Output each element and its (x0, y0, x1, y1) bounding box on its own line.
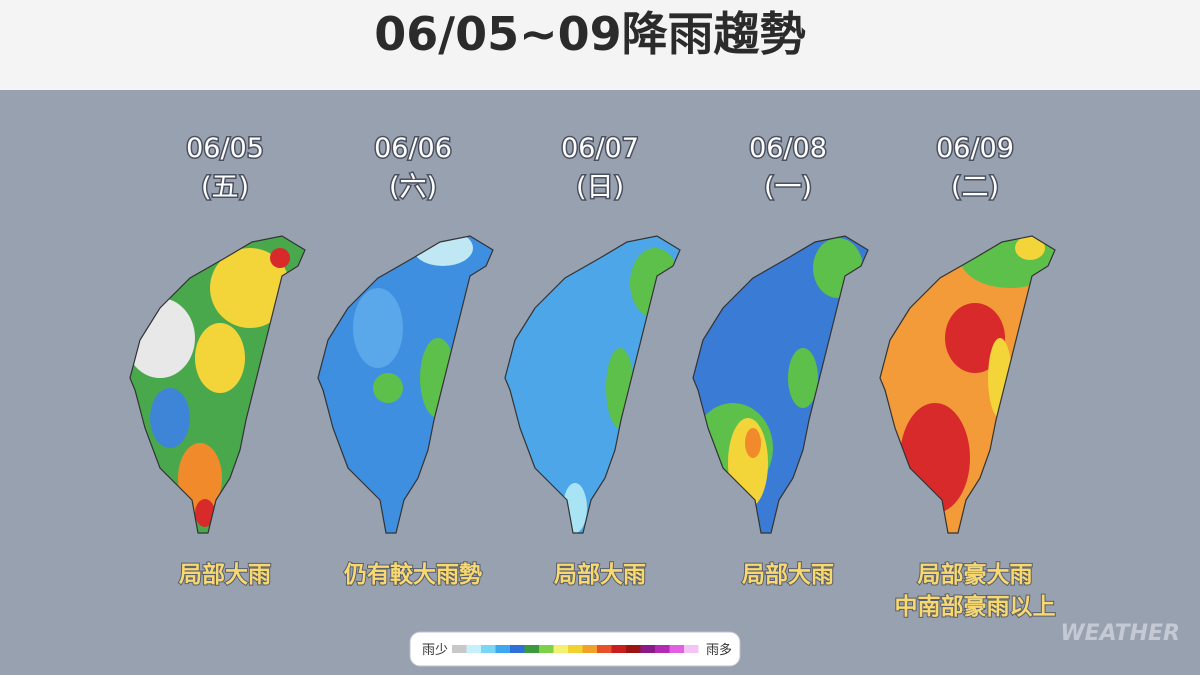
title: 06/05~09降雨趨勢 (374, 7, 805, 61)
weekday: (六) (389, 172, 437, 203)
legend-low: 雨少 (422, 643, 448, 658)
caption: 局部大雨 (742, 561, 834, 588)
weekday: (日) (576, 172, 624, 203)
caption: 局部豪大雨 (918, 561, 1033, 588)
weekday: (五) (201, 172, 249, 203)
panel-labels: 06/05 (五) 局部大雨 06/06 (六) 仍有較大雨勢 06/07 (日) 局部大雨 06… (178, 132, 1057, 622)
legend-swatch (597, 645, 612, 653)
watermark: WEATHER (1060, 621, 1180, 646)
legend-swatch (640, 645, 655, 653)
map (879, 235, 1056, 534)
legend-swatch (452, 645, 467, 653)
legend-swatch (684, 645, 699, 653)
legend-swatch (553, 645, 568, 653)
legend-swatch (655, 645, 670, 653)
caption: 局部大雨 (554, 561, 646, 588)
map (317, 235, 494, 534)
legend-swatch (626, 645, 641, 653)
legend-swatch (669, 645, 684, 653)
date: 06/05 (186, 133, 264, 164)
legend-swatch (524, 645, 539, 653)
map (504, 235, 681, 534)
legend-high: 雨多 (706, 642, 732, 658)
date: 06/09 (936, 133, 1014, 164)
legend-swatch (466, 645, 481, 653)
date: 06/08 (749, 133, 827, 164)
legend-swatch (568, 645, 583, 653)
header-band (0, 0, 1200, 90)
weekday: (一) (764, 172, 812, 203)
caption: 仍有較大雨勢 (344, 561, 482, 588)
legend-swatch (481, 645, 496, 653)
legend-swatch (495, 645, 510, 653)
legend-swatch (582, 645, 597, 653)
caption: 中南部豪雨以上 (895, 593, 1056, 620)
legend-swatch (611, 645, 626, 653)
map (129, 235, 306, 534)
legend-swatch (539, 645, 554, 653)
date: 06/06 (374, 133, 452, 164)
map (692, 235, 869, 534)
legend-swatch (510, 645, 525, 653)
date: 06/07 (561, 133, 639, 164)
weekday: (二) (951, 172, 999, 203)
caption: 局部大雨 (179, 561, 271, 588)
legend-scale (452, 645, 699, 653)
